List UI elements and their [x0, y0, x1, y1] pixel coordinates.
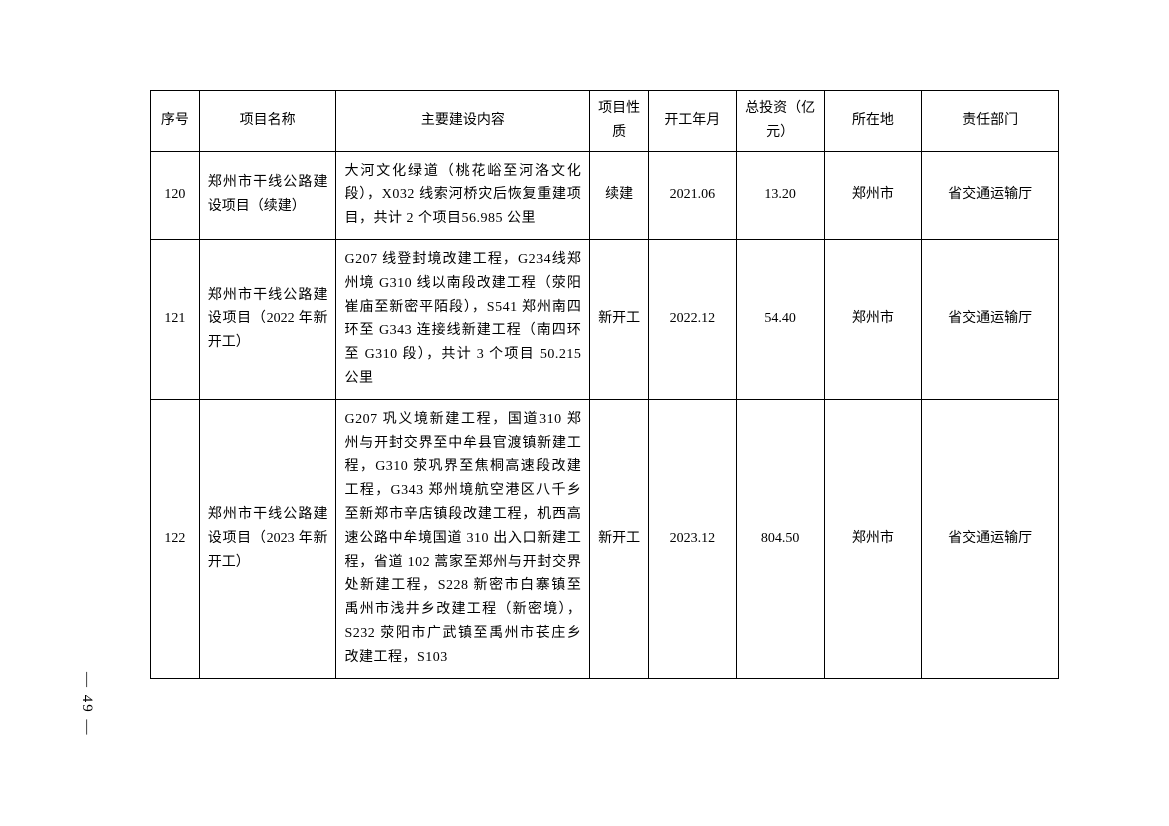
- cell-invest: 54.40: [736, 239, 824, 399]
- cell-dept: 省交通运输厅: [922, 399, 1059, 678]
- col-header-nature: 项目性质: [590, 91, 649, 152]
- cell-seq: 121: [151, 239, 200, 399]
- cell-date: 2021.06: [648, 151, 736, 239]
- cell-name: 郑州市干线公路建设项目（2022 年新开工）: [199, 239, 336, 399]
- col-header-name: 项目名称: [199, 91, 336, 152]
- table-row: 122 郑州市干线公路建设项目（2023 年新开工） G207 巩义境新建工程，…: [151, 399, 1059, 678]
- cell-content: G207 线登封境改建工程，G234线郑州境 G310 线以南段改建工程（荥阳崔…: [336, 239, 590, 399]
- cell-name: 郑州市干线公路建设项目（续建）: [199, 151, 336, 239]
- cell-seq: 120: [151, 151, 200, 239]
- col-header-date: 开工年月: [648, 91, 736, 152]
- cell-content: G207 巩义境新建工程，国道310 郑州与开封交界至中牟县官渡镇新建工程，G3…: [336, 399, 590, 678]
- col-header-seq: 序号: [151, 91, 200, 152]
- cell-seq: 122: [151, 399, 200, 678]
- cell-name: 郑州市干线公路建设项目（2023 年新开工）: [199, 399, 336, 678]
- col-header-invest: 总投资（亿元）: [736, 91, 824, 152]
- cell-invest: 804.50: [736, 399, 824, 678]
- projects-table: 序号 项目名称 主要建设内容 项目性质 开工年月 总投资（亿元） 所在地 责任部…: [150, 90, 1059, 679]
- cell-date: 2022.12: [648, 239, 736, 399]
- cell-nature: 续建: [590, 151, 649, 239]
- cell-loc: 郑州市: [824, 239, 922, 399]
- cell-nature: 新开工: [590, 399, 649, 678]
- cell-invest: 13.20: [736, 151, 824, 239]
- cell-content: 大河文化绿道（桃花峪至河洛文化段），X032 线索河桥灾后恢复重建项目，共计 2…: [336, 151, 590, 239]
- col-header-dept: 责任部门: [922, 91, 1059, 152]
- document-page: 序号 项目名称 主要建设内容 项目性质 开工年月 总投资（亿元） 所在地 责任部…: [0, 0, 1169, 719]
- table-header-row: 序号 项目名称 主要建设内容 项目性质 开工年月 总投资（亿元） 所在地 责任部…: [151, 91, 1059, 152]
- col-header-loc: 所在地: [824, 91, 922, 152]
- page-number: — 49 —: [78, 672, 95, 737]
- col-header-content: 主要建设内容: [336, 91, 590, 152]
- cell-loc: 郑州市: [824, 151, 922, 239]
- cell-dept: 省交通运输厅: [922, 239, 1059, 399]
- table-row: 121 郑州市干线公路建设项目（2022 年新开工） G207 线登封境改建工程…: [151, 239, 1059, 399]
- table-row: 120 郑州市干线公路建设项目（续建） 大河文化绿道（桃花峪至河洛文化段），X0…: [151, 151, 1059, 239]
- cell-loc: 郑州市: [824, 399, 922, 678]
- cell-date: 2023.12: [648, 399, 736, 678]
- cell-nature: 新开工: [590, 239, 649, 399]
- cell-dept: 省交通运输厅: [922, 151, 1059, 239]
